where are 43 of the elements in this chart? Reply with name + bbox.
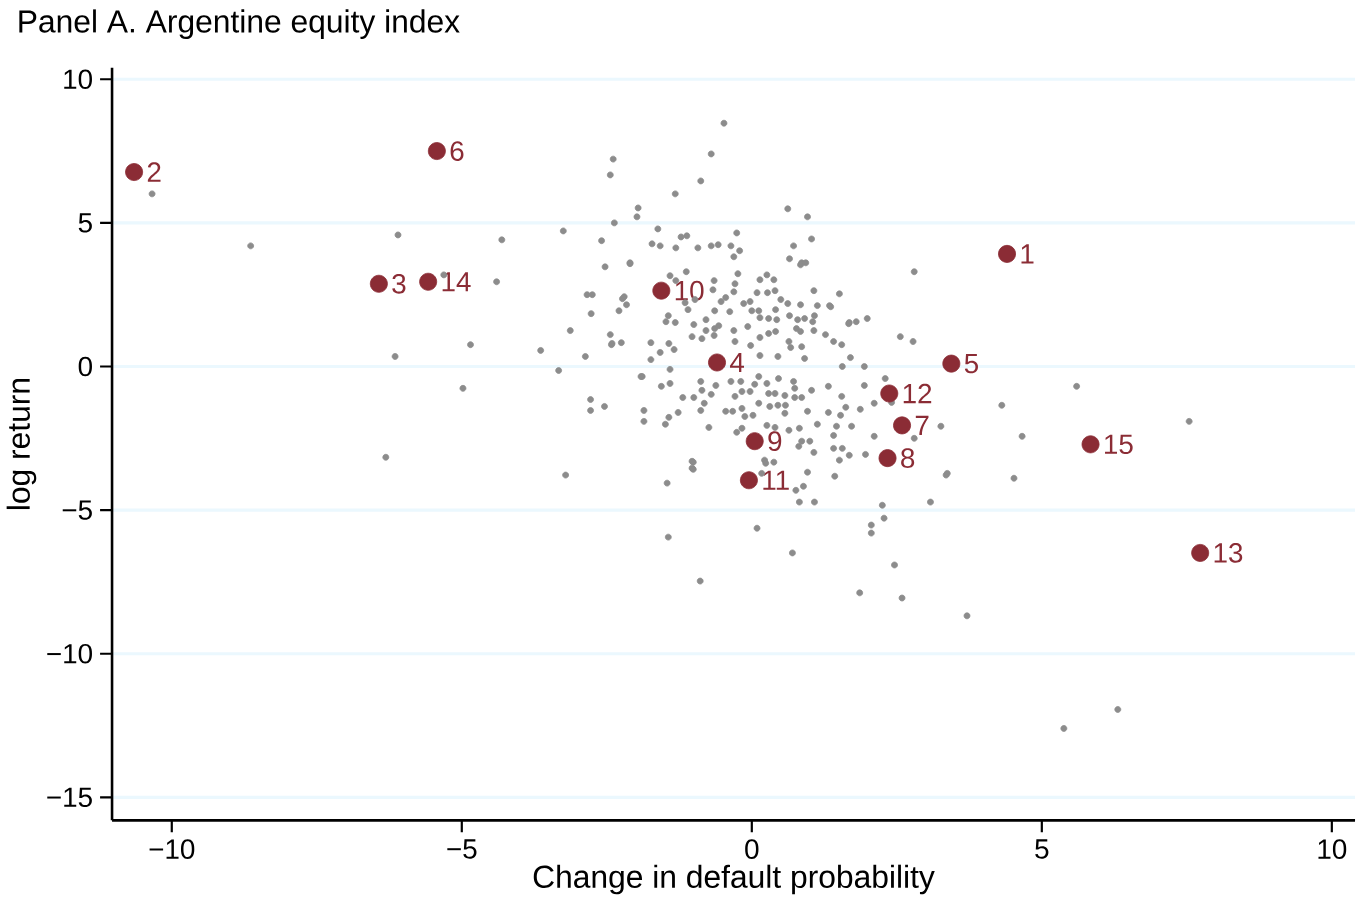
x-tick-label: −10 bbox=[149, 839, 195, 860]
point bbox=[739, 471, 758, 490]
point bbox=[998, 244, 1016, 263]
annotation: 4 bbox=[729, 352, 745, 373]
point bbox=[419, 272, 438, 291]
point bbox=[708, 353, 726, 372]
x-tick-label: 10 bbox=[1318, 839, 1347, 860]
annotation: 1 bbox=[1021, 244, 1034, 264]
y-tick-label: 10 bbox=[64, 69, 92, 90]
annotation: 9 bbox=[768, 431, 782, 452]
x-tick-label: −5 bbox=[447, 839, 477, 859]
annotation: 7 bbox=[915, 415, 929, 435]
y-tick-label: 5 bbox=[78, 213, 92, 233]
y-axis-title: log return bbox=[6, 379, 37, 510]
point bbox=[893, 416, 911, 435]
point bbox=[880, 384, 899, 403]
annotation: 11 bbox=[763, 470, 789, 490]
chart-title: Panel A. Argentine equity index bbox=[19, 9, 460, 39]
annotation: 13 bbox=[1214, 543, 1243, 563]
point bbox=[878, 449, 897, 468]
point bbox=[369, 274, 388, 293]
y-tick-label: −10 bbox=[47, 643, 92, 664]
annotation: 15 bbox=[1105, 434, 1133, 455]
x-axis-title: Change in default probability bbox=[533, 864, 935, 895]
point bbox=[427, 142, 446, 161]
point bbox=[1081, 435, 1100, 454]
point bbox=[652, 281, 671, 300]
annotation: 6 bbox=[450, 141, 464, 161]
y-tick-label: −15 bbox=[47, 787, 92, 808]
y-tick-label: −5 bbox=[62, 500, 92, 520]
point bbox=[1191, 543, 1210, 562]
annotation: 2 bbox=[147, 162, 161, 182]
annotation: 12 bbox=[903, 383, 932, 404]
annotation: 14 bbox=[442, 272, 471, 292]
annotation: 8 bbox=[901, 448, 915, 468]
annotation: 3 bbox=[392, 273, 406, 294]
point bbox=[125, 163, 144, 181]
point bbox=[745, 432, 764, 451]
x-tick-label: 0 bbox=[745, 839, 759, 860]
point bbox=[942, 354, 961, 373]
annotation: 5 bbox=[964, 353, 978, 374]
x-tick-label: 5 bbox=[1035, 839, 1049, 859]
y-tick-label: 0 bbox=[78, 356, 92, 377]
